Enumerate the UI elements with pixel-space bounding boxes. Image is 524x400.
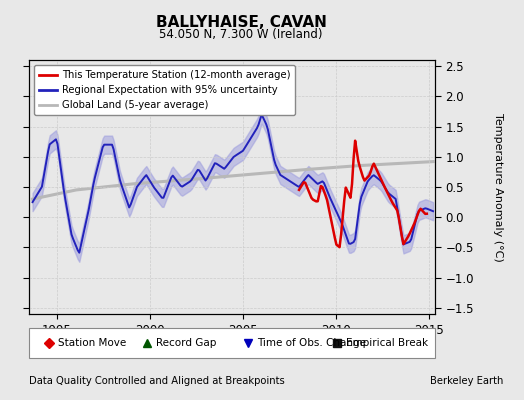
- Y-axis label: Temperature Anomaly (°C): Temperature Anomaly (°C): [493, 113, 503, 261]
- Legend: This Temperature Station (12-month average), Regional Expectation with 95% uncer: This Temperature Station (12-month avera…: [34, 65, 296, 115]
- Text: Empirical Break: Empirical Break: [346, 338, 429, 348]
- Text: 54.050 N, 7.300 W (Ireland): 54.050 N, 7.300 W (Ireland): [159, 28, 323, 41]
- Text: Data Quality Controlled and Aligned at Breakpoints: Data Quality Controlled and Aligned at B…: [29, 376, 285, 386]
- Text: BALLYHAISE, CAVAN: BALLYHAISE, CAVAN: [156, 15, 326, 30]
- Text: Time of Obs. Change: Time of Obs. Change: [257, 338, 366, 348]
- Text: Station Move: Station Move: [58, 338, 126, 348]
- FancyBboxPatch shape: [29, 328, 435, 358]
- Text: Record Gap: Record Gap: [156, 338, 216, 348]
- Text: Berkeley Earth: Berkeley Earth: [430, 376, 503, 386]
